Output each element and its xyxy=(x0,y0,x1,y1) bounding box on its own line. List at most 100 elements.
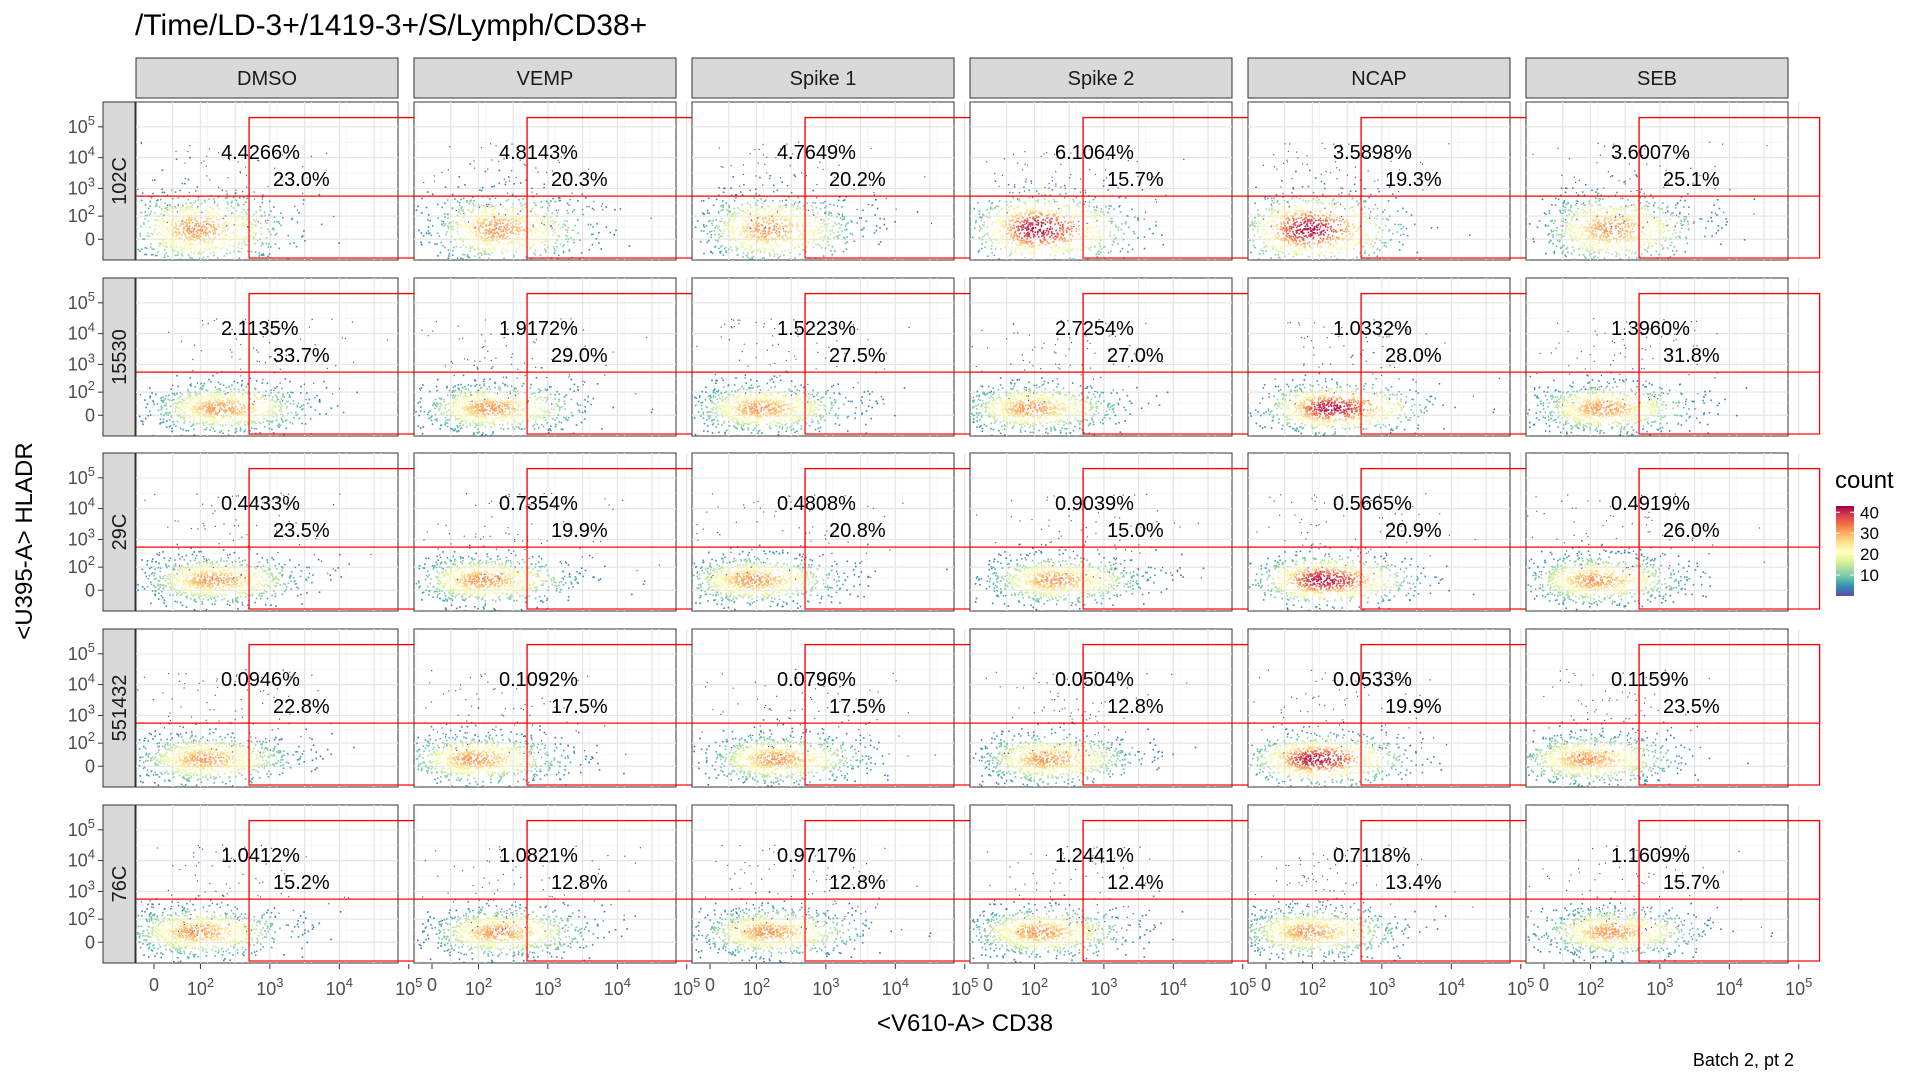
panel-76C-ncap: 0.7118% 13.4% xyxy=(1247,804,1543,964)
x-tick-label: 0 xyxy=(1261,975,1271,995)
y-tick-label: 102 xyxy=(68,553,95,577)
row-label: 15530 xyxy=(109,329,131,385)
gate-percent-hladr: 0.7118% xyxy=(1333,845,1411,867)
event-density xyxy=(974,493,1205,611)
x-tick-label: 103 xyxy=(812,975,839,999)
event-density xyxy=(137,669,355,788)
x-tick-label: 0 xyxy=(149,975,159,995)
gate-percent-hladr: 2.1135% xyxy=(221,318,299,340)
legend-tick-label: 20 xyxy=(1860,545,1879,564)
event-density xyxy=(972,671,1197,788)
x-tick-label: 103 xyxy=(1090,975,1117,999)
event-density xyxy=(693,844,932,964)
event-density xyxy=(137,492,372,611)
column-strip-spike-2: Spike 2 xyxy=(969,57,1233,99)
row-strip-15530: 15530 xyxy=(102,277,136,437)
panel-15530-ncap: 1.0332% 28.0% xyxy=(1247,277,1543,437)
column-label: Spike 1 xyxy=(790,68,857,90)
gate-percent-cd38: 20.3% xyxy=(551,169,608,191)
row-label: 102C xyxy=(109,157,131,205)
panel-15530-spike-1: 1.5223% 27.5% xyxy=(691,277,987,437)
y-tick-label: 104 xyxy=(68,144,95,168)
gate-percent-hladr: 3.6007% xyxy=(1611,142,1690,164)
column-label: NCAP xyxy=(1351,68,1407,90)
row-strip-551432: 551432 xyxy=(102,628,136,788)
event-density xyxy=(137,844,350,964)
gate-cd38-pos xyxy=(1638,643,1821,786)
x-tick-label: 102 xyxy=(187,975,214,999)
panel-551432-vemp: 0.1092% 17.5% xyxy=(413,628,709,788)
gate-percent-hladr: 0.1092% xyxy=(499,669,578,691)
column-strip-dmso: DMSO xyxy=(135,57,399,99)
x-tick-label: 102 xyxy=(1299,975,1326,999)
gate-percent-hladr: 1.0821% xyxy=(499,845,578,867)
panel-76C-spike-1: 0.9717% 12.8% xyxy=(691,804,987,964)
panel-102C-seb: 3.6007% 25.1% xyxy=(1525,101,1821,261)
y-tick-label: 105 xyxy=(68,816,95,840)
gate-percent-cd38: 15.7% xyxy=(1663,872,1720,894)
panel-grid xyxy=(1526,629,1800,787)
y-tick-label: 103 xyxy=(68,350,95,374)
gate-percent-hladr: 0.4433% xyxy=(221,493,300,515)
gate-percent-cd38: 19.9% xyxy=(1385,696,1442,718)
gate-cd38-pos xyxy=(1638,819,1821,962)
panel-15530-vemp: 1.9172% 29.0% xyxy=(413,277,709,437)
y-tick-label: 105 xyxy=(68,289,95,313)
y-tick-label: 104 xyxy=(68,495,95,519)
legend-tick-label: 10 xyxy=(1860,566,1879,585)
gate-percent-cd38: 12.8% xyxy=(551,872,608,894)
column-label: SEB xyxy=(1637,68,1677,90)
x-tick-label: 103 xyxy=(534,975,561,999)
x-tick-label: 0 xyxy=(1539,975,1549,995)
legend-tick-label: 40 xyxy=(1860,503,1879,522)
gate-cd38-pos xyxy=(1638,116,1821,259)
gate-percent-hladr: 0.0504% xyxy=(1055,669,1134,691)
gate-cd38-pos xyxy=(1638,292,1821,435)
event-density xyxy=(694,141,933,261)
panel-grid xyxy=(1526,278,1800,436)
gate-percent-hladr: 3.5898% xyxy=(1333,142,1412,164)
gate-percent-cd38: 25.1% xyxy=(1663,169,1720,191)
event-density xyxy=(1249,493,1476,612)
y-tick-label: 103 xyxy=(68,525,95,549)
y-axis-ticks: 105 104 103 102 0 xyxy=(68,464,103,600)
column-label: VEMP xyxy=(517,68,574,90)
x-tick-label: 0 xyxy=(983,975,993,995)
y-tick-label: 103 xyxy=(68,701,95,725)
gate-percent-cd38: 15.7% xyxy=(1107,169,1164,191)
gate-percent-cd38: 22.8% xyxy=(273,696,330,718)
column-strip-spike-1: Spike 1 xyxy=(691,57,955,99)
panel-102C-dmso: 4.4266% 23.0% xyxy=(135,101,431,261)
y-tick-label: 102 xyxy=(68,905,95,929)
gate-percent-cd38: 20.9% xyxy=(1385,520,1442,542)
gate-percent-hladr: 0.7354% xyxy=(499,493,578,515)
y-tick-label: 103 xyxy=(68,174,95,198)
y-axis-ticks: 105 104 103 102 0 xyxy=(68,640,103,776)
panel-76C-seb: 1.1609% 15.7% xyxy=(1525,804,1821,964)
column-label: Spike 2 xyxy=(1068,68,1135,90)
y-tick-label: 105 xyxy=(68,640,95,664)
y-tick-label: 104 xyxy=(68,320,95,344)
panel-grid xyxy=(1248,278,1522,436)
gate-percent-cd38: 29.0% xyxy=(551,345,608,367)
y-tick-label: 0 xyxy=(85,932,95,952)
gate-percent-cd38: 13.4% xyxy=(1385,872,1442,894)
y-tick-label: 103 xyxy=(68,877,95,901)
panel-29C-seb: 0.4919% 26.0% xyxy=(1525,452,1821,612)
column-strip-vemp: VEMP xyxy=(413,57,677,99)
x-tick-label: 103 xyxy=(256,975,283,999)
event-density xyxy=(971,846,1184,964)
panel-76C-spike-2: 1.2441% 12.4% xyxy=(969,804,1265,964)
gate-percent-hladr: 0.9039% xyxy=(1055,493,1134,515)
y-axis-ticks: 105 104 103 102 0 xyxy=(68,289,103,425)
panel-grid xyxy=(1526,453,1800,611)
gate-percent-cd38: 20.8% xyxy=(829,520,886,542)
x-tick-label: 102 xyxy=(743,975,770,999)
gate-percent-cd38: 12.8% xyxy=(1107,696,1164,718)
x-axis-ticks: 0 102 103 104 105 xyxy=(705,964,978,999)
panel-15530-seb: 1.3960% 31.8% xyxy=(1525,277,1821,437)
x-tick-label: 102 xyxy=(1577,975,1604,999)
panel-grid xyxy=(414,453,688,611)
gate-percent-cd38: 15.2% xyxy=(273,872,330,894)
gate-percent-hladr: 0.4808% xyxy=(777,493,856,515)
